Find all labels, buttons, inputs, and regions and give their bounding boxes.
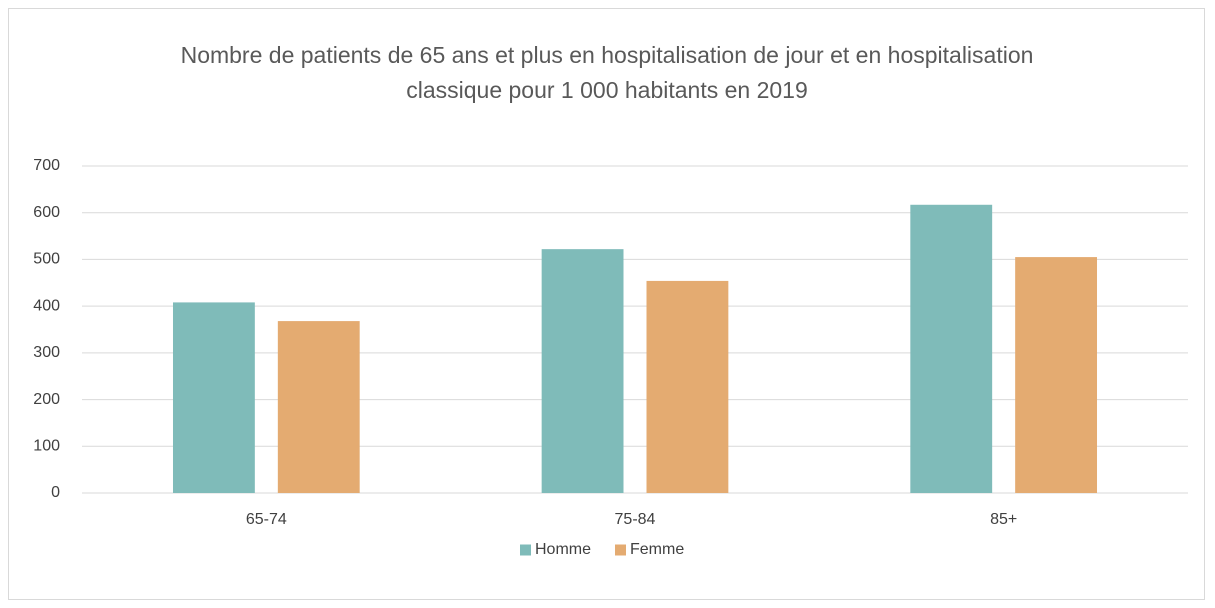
bar: [646, 280, 729, 493]
legend-label: Homme: [535, 541, 591, 558]
x-tick-label: 65-74: [246, 511, 287, 528]
y-tick-label: 400: [33, 297, 60, 314]
y-tick-label: 300: [33, 344, 60, 361]
y-tick-label: 100: [33, 438, 60, 455]
legend-swatch: [615, 544, 626, 556]
bar: [541, 249, 624, 493]
chart-frame: [8, 8, 1205, 600]
y-tick-label: 600: [33, 204, 60, 221]
y-tick-label: 0: [51, 484, 60, 501]
bar: [172, 302, 255, 493]
bar: [910, 204, 993, 493]
y-tick-label: 200: [33, 391, 60, 408]
y-tick-label: 700: [33, 157, 60, 174]
bar: [1015, 257, 1098, 493]
x-tick-label: 85+: [990, 511, 1017, 528]
legend-swatch: [520, 544, 531, 556]
legend-label: Femme: [630, 541, 684, 558]
bar: [277, 321, 360, 493]
x-tick-label: 75-84: [615, 511, 656, 528]
y-tick-label: 500: [33, 251, 60, 268]
chart-title: Nombre de patients de 65 ans et plus en …: [180, 42, 1034, 103]
